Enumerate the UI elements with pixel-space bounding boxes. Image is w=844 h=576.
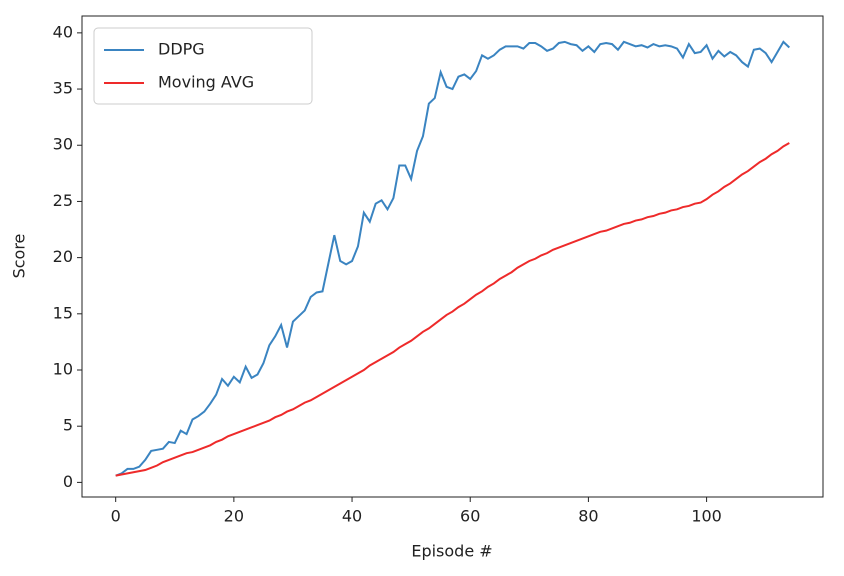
y-axis-label: Score — [10, 234, 29, 279]
legend-label: DDPG — [158, 40, 205, 59]
y-tick-label: 15 — [53, 303, 73, 322]
y-tick-label: 20 — [53, 247, 73, 266]
y-tick-label: 30 — [53, 135, 73, 154]
x-tick-label: 0 — [111, 507, 121, 526]
y-tick-label: 25 — [53, 191, 73, 210]
x-tick-label: 80 — [578, 507, 598, 526]
y-tick-label: 10 — [53, 360, 73, 379]
y-tick-label: 40 — [53, 22, 73, 41]
data-line — [115, 142, 790, 477]
legend-box — [93, 27, 313, 105]
x-tick-label: 60 — [460, 507, 480, 526]
x-tick-label: 20 — [224, 507, 244, 526]
plot-frame — [81, 15, 824, 498]
y-tick-label: 0 — [63, 472, 73, 491]
legend-label: Moving AVG — [158, 73, 254, 92]
y-tick-label: 35 — [53, 79, 73, 98]
x-tick-label: 40 — [342, 507, 362, 526]
data-line — [115, 40, 791, 477]
y-tick-label: 5 — [63, 416, 73, 435]
x-tick-label: 100 — [691, 507, 722, 526]
x-axis-label: Episode # — [411, 542, 492, 561]
